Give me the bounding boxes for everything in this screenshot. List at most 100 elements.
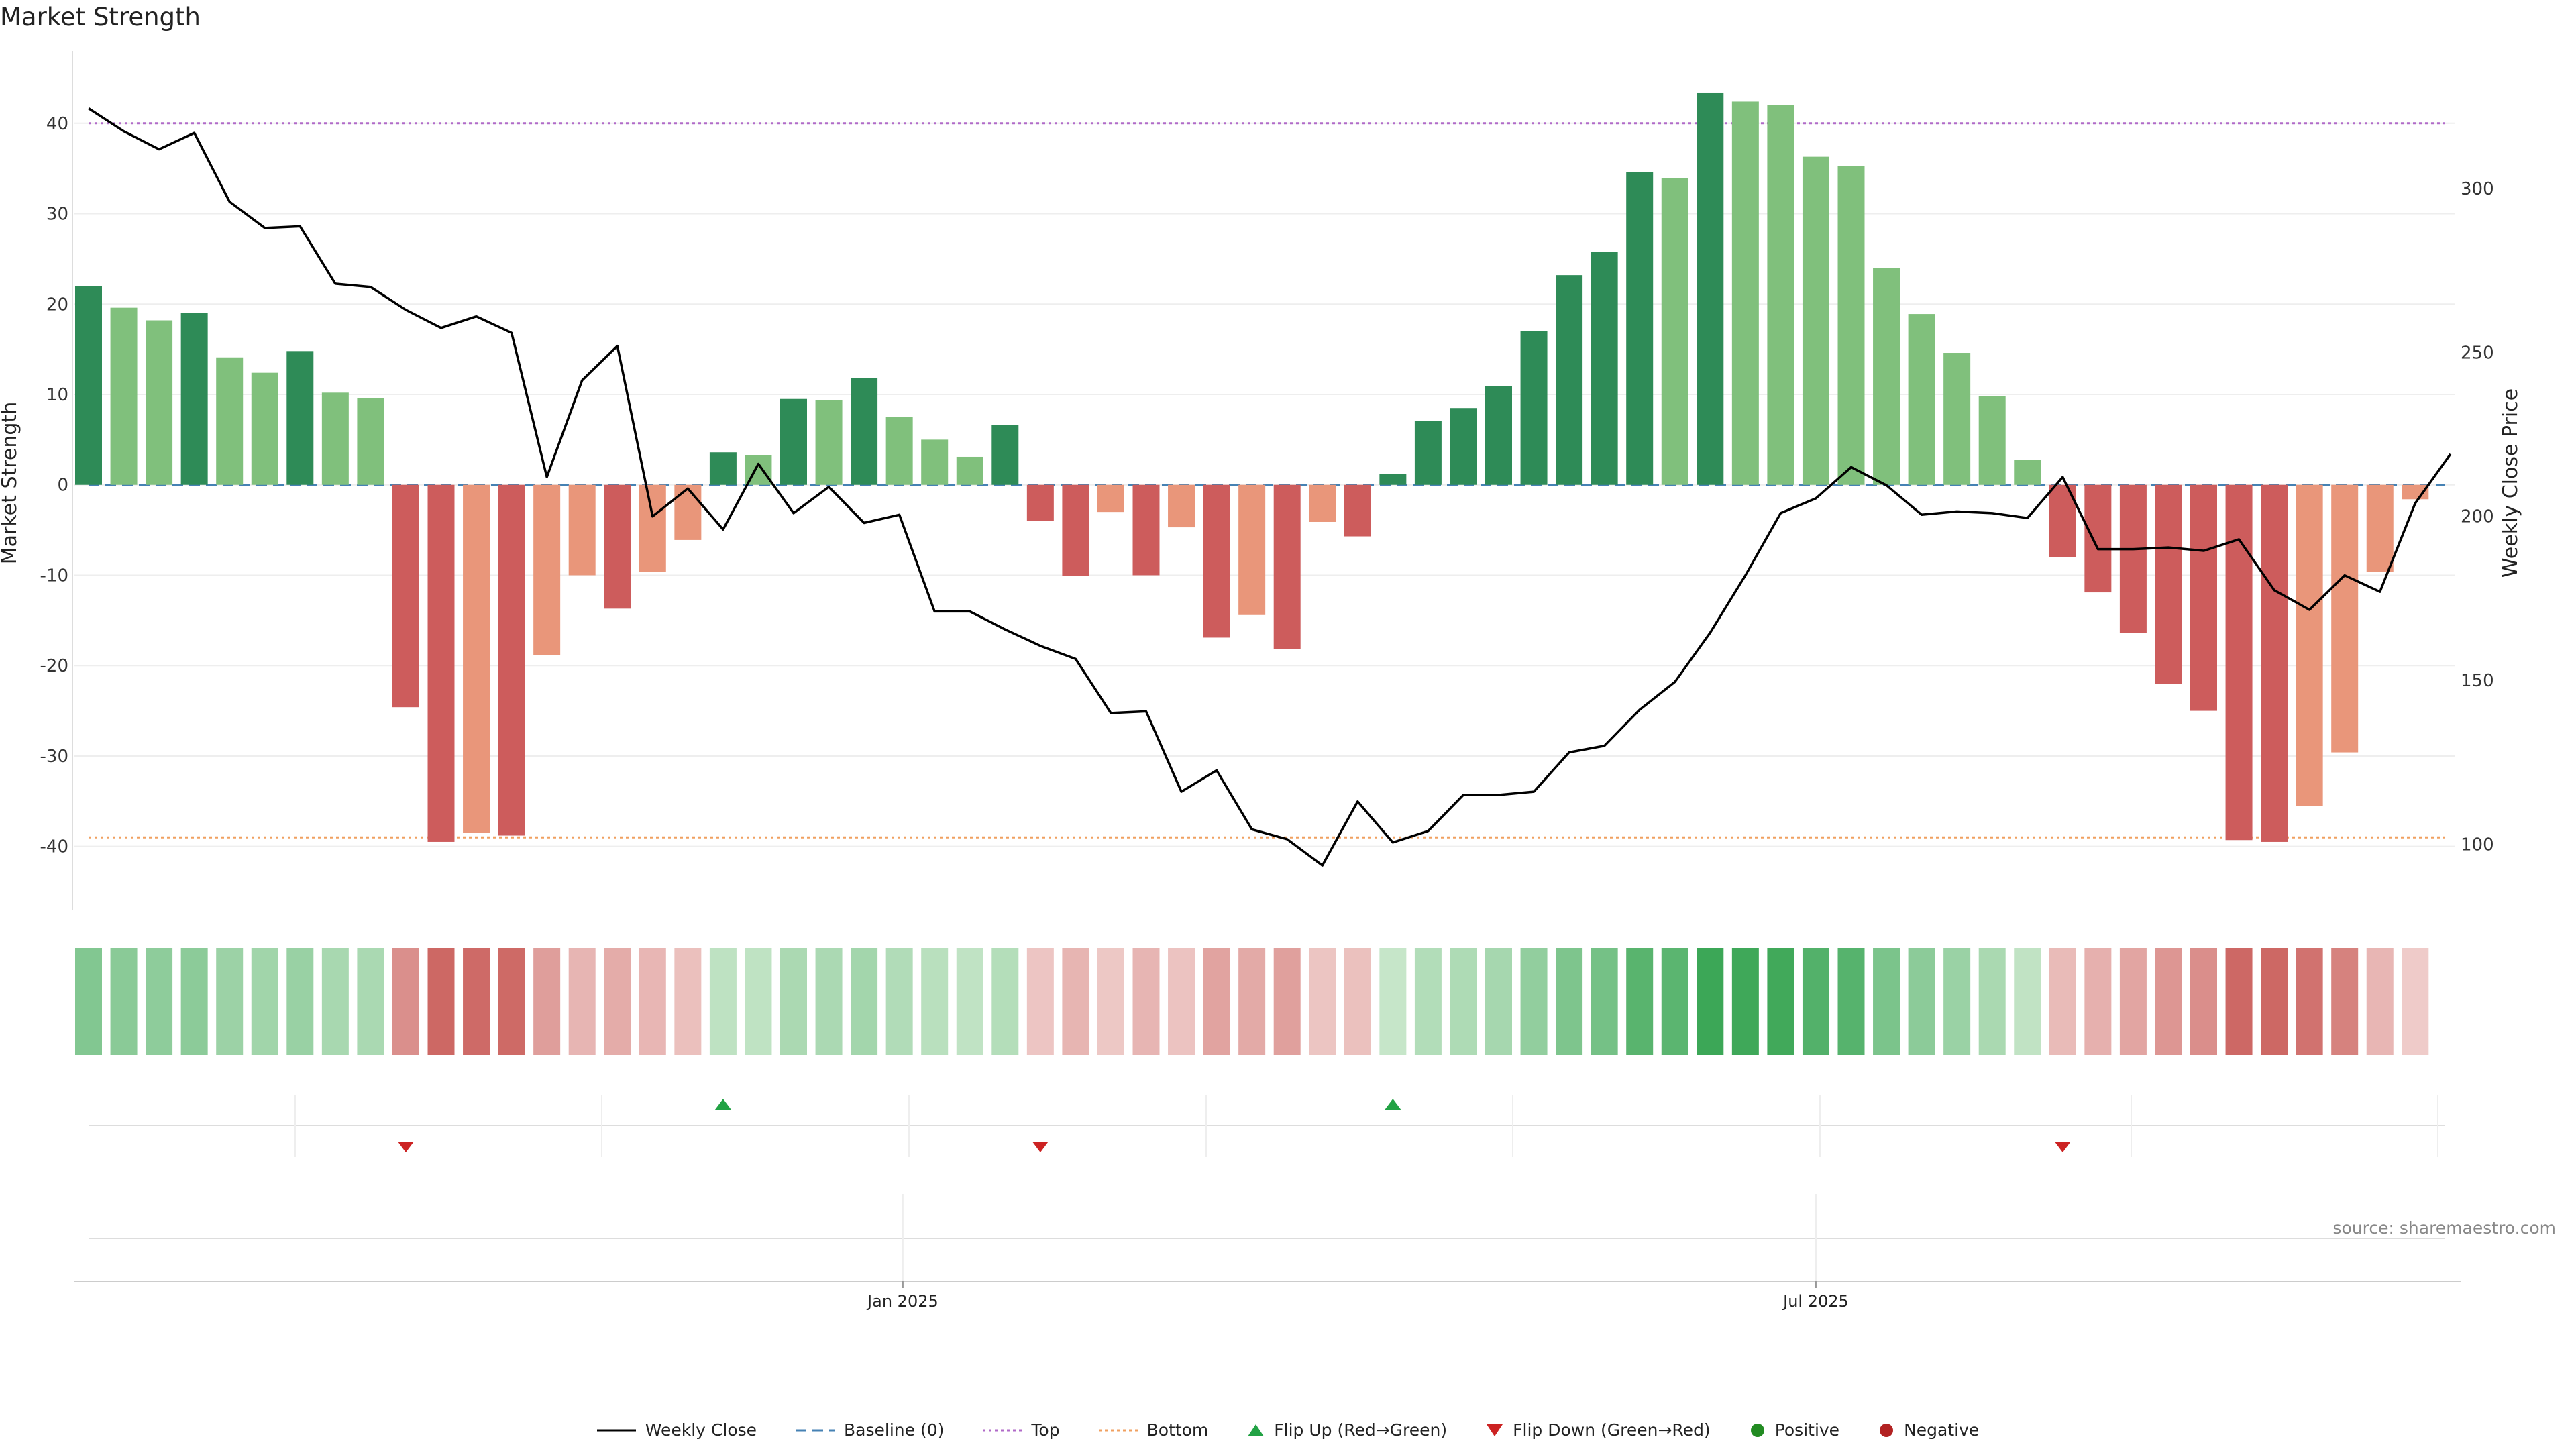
y-tick-label: -10 [40, 566, 68, 586]
strength-bar [1626, 172, 1654, 485]
heat-cell [1309, 948, 1336, 1055]
strength-bar [463, 484, 490, 833]
strength-bar [1062, 484, 1089, 576]
y-axis-label: Market Strength [0, 402, 21, 564]
heat-cell [815, 948, 843, 1055]
heat-cell [180, 948, 208, 1055]
heat-cell [2366, 948, 2394, 1055]
strength-bar [921, 439, 949, 485]
strength-bar [1661, 178, 1688, 485]
heat-cell [1414, 948, 1442, 1055]
heat-cell [533, 948, 561, 1055]
heat-cell [1873, 948, 1900, 1055]
heat-cell [1379, 948, 1407, 1055]
strength-bar [427, 484, 455, 842]
legend-item-flip-down: Flip Down (Green→Red) [1486, 1420, 1711, 1440]
strength-bar [251, 372, 278, 485]
heat-strip [75, 948, 2429, 1055]
strength-bar [321, 392, 349, 485]
heat-cell [216, 948, 244, 1055]
heat-cell [2261, 948, 2288, 1055]
legend-dotted-line-icon [1098, 1429, 1138, 1431]
strength-bar [2014, 460, 2041, 485]
legend-label: Bottom [1146, 1420, 1209, 1440]
heat-cell [1273, 948, 1301, 1055]
heat-cell [568, 948, 596, 1055]
heat-cell [1802, 948, 1829, 1055]
heat-cell [1062, 948, 1089, 1055]
strength-bar [885, 417, 913, 485]
strength-bar [1731, 101, 1759, 485]
flip-down-marker-icon [1032, 1142, 1049, 1152]
heat-cell [2225, 948, 2253, 1055]
strength-bar [604, 484, 631, 609]
x-tick-label: Jan 2025 [866, 1292, 938, 1311]
strength-bar [286, 351, 314, 485]
heat-cell [2331, 948, 2359, 1055]
legend-dashed-line-icon [796, 1429, 835, 1431]
x-tick-label: Jul 2025 [1782, 1292, 1849, 1311]
heat-cell [357, 948, 384, 1055]
heat-cell [851, 948, 878, 1055]
heat-cell [1697, 948, 1724, 1055]
legend-label: Flip Down (Green→Red) [1513, 1420, 1711, 1440]
strength-bar [2331, 484, 2359, 753]
heat-cell [2296, 948, 2323, 1055]
heat-cell [991, 948, 1019, 1055]
strength-bar [533, 484, 561, 655]
legend-label: Weekly Close [645, 1420, 757, 1440]
strength-bar [146, 320, 173, 485]
flip-events-panel [89, 1095, 2445, 1157]
heat-cell [146, 948, 173, 1055]
legend-dotted-line-icon [983, 1429, 1022, 1431]
weekly-close-line-layer [88, 107, 2452, 867]
legend-item-bottom: Bottom [1098, 1420, 1209, 1440]
strength-bars [75, 92, 2429, 842]
source-note: source: sharemaestro.com [2332, 1218, 2557, 1238]
heat-cell [885, 948, 913, 1055]
y-tick-label: 0 [57, 476, 68, 496]
flip-down-marker-icon [2054, 1142, 2071, 1152]
legend-label: Flip Up (Red→Green) [1274, 1420, 1448, 1440]
strength-bar [357, 398, 384, 485]
strength-bar [956, 456, 983, 485]
heat-cell [709, 948, 737, 1055]
heat-cell [2119, 948, 2147, 1055]
heat-cell [286, 948, 314, 1055]
strength-bar [1943, 353, 1971, 485]
heat-cell [427, 948, 455, 1055]
strength-bar [1238, 484, 1266, 615]
strength-bar [2366, 484, 2394, 572]
y-tick-label: 10 [46, 385, 68, 405]
heat-cell [75, 948, 102, 1055]
heat-cell [1661, 948, 1688, 1055]
y2-tick-label: 150 [2461, 671, 2494, 691]
y2-tick-label: 250 [2461, 343, 2494, 363]
heat-cell [1026, 948, 1054, 1055]
legend-label: Negative [1904, 1420, 1980, 1440]
strength-bar [1273, 484, 1301, 649]
heat-cell [1943, 948, 1971, 1055]
strength-bar [639, 484, 666, 572]
bottom-axis-panel: Jan 2025 Jul 2025 [74, 1194, 2461, 1311]
legend-line-swatch-icon [596, 1429, 636, 1431]
strength-bar [1908, 314, 1935, 485]
heat-cell [1731, 948, 1759, 1055]
red-dot-icon [1880, 1423, 1894, 1437]
heat-cell [2014, 948, 2041, 1055]
strength-bar [815, 400, 843, 485]
strength-bar [1414, 421, 1442, 485]
market-strength-chart: -40 -30 -20 -10 0 10 20 30 40 100 150 200 250 300 Jan… [0, 51, 2522, 1311]
strength-bar [1485, 386, 1512, 485]
heat-cell [1520, 948, 1548, 1055]
strength-bar [180, 313, 208, 485]
heat-cell [110, 948, 138, 1055]
legend-item-top: Top [983, 1420, 1060, 1440]
chart-title: Market Strength [0, 3, 201, 32]
y-tick-label: -20 [40, 656, 68, 676]
heat-cell [463, 948, 490, 1055]
y2-tick-label: 200 [2461, 507, 2494, 527]
legend: Weekly Close Baseline (0) Top Bottom Fli… [0, 1420, 2576, 1440]
weekly-close-line [88, 107, 2452, 867]
strength-bar [2155, 484, 2182, 684]
